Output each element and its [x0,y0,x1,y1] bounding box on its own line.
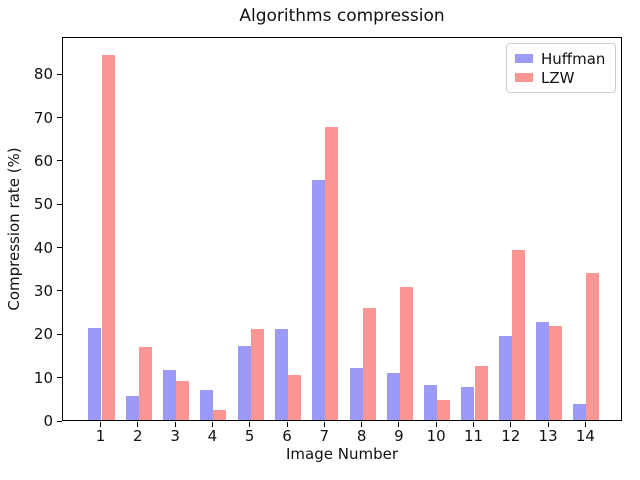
y-tick-mark [57,247,62,249]
bar-lzw-3 [176,380,190,420]
bar-lzw-11 [474,366,488,420]
x-tick-label: 13 [538,427,558,445]
y-tick-mark [57,333,62,335]
legend: Huffman LZW [506,43,616,93]
bar-huffman-8 [349,368,363,420]
x-tick-mark [249,422,251,427]
bar-huffman-14 [573,403,587,420]
bar-lzw-5 [250,329,264,420]
y-tick-label: 60 [33,151,53,170]
y-tick-mark [57,160,62,162]
bar-lzw-10 [437,400,451,420]
y-tick-mark [57,377,62,379]
bar-huffman-1 [88,328,102,420]
bar-lzw-4 [213,409,227,420]
y-tick-label: 80 [33,65,53,84]
bar-lzw-13 [549,326,563,420]
x-tick-mark [361,422,363,427]
x-tick-mark [100,422,101,427]
x-tick-mark [323,422,325,427]
x-tick-label: 14 [575,427,595,445]
y-tick-mark [57,117,62,119]
x-tick-mark [435,422,437,427]
bar-lzw-6 [288,374,302,420]
x-tick-label: 10 [426,427,446,445]
legend-label-huffman: Huffman [541,49,606,68]
bar-huffman-9 [386,373,400,420]
x-tick-mark [547,422,549,427]
x-tick-label: 12 [501,427,521,445]
x-tick-mark [174,422,176,427]
y-tick-label: 0 [43,412,53,430]
x-tick-mark [398,422,400,427]
x-tick-label: 1 [95,427,106,445]
legend-label-lzw: LZW [541,68,575,87]
bar-huffman-12 [498,336,512,420]
bar-huffman-2 [125,396,139,420]
chart-title: Algorithms compression [239,6,445,26]
x-axis-label: Image Number [285,445,398,463]
y-tick-mark [57,420,62,422]
x-tick-label: 9 [394,427,404,445]
x-tick-label: 5 [244,427,255,445]
bar-lzw-2 [138,347,152,420]
bar-huffman-10 [424,384,438,420]
x-tick-mark [510,422,512,427]
bar-huffman-13 [536,322,550,420]
bar-huffman-7 [312,179,326,420]
x-tick-mark [211,422,213,427]
bar-lzw-14 [586,273,600,420]
x-tick-label: 2 [133,427,143,445]
y-tick-label: 10 [33,368,53,387]
legend-swatch-huffman-icon [515,54,533,63]
bar-huffman-4 [200,390,214,420]
bar-huffman-5 [237,345,251,420]
bar-lzw-1 [101,55,115,420]
y-tick-label: 70 [33,108,53,127]
bar-huffman-6 [274,328,288,420]
x-tick-mark [137,422,139,427]
y-tick-mark [57,290,62,292]
legend-item-lzw: LZW [515,68,607,87]
bar-lzw-7 [325,127,339,420]
bar-huffman-3 [163,370,177,420]
x-tick-label: 8 [356,427,367,445]
plot-area [62,37,622,421]
bar-huffman-11 [461,387,475,420]
y-tick-label: 40 [33,238,53,257]
legend-item-huffman: Huffman [515,49,607,68]
x-tick-label: 6 [282,427,292,445]
legend-swatch-lzw-icon [515,73,533,82]
bar-lzw-12 [511,249,525,420]
y-tick-mark [57,73,62,75]
x-tick-mark [286,422,288,427]
x-tick-label: 4 [207,427,218,445]
y-tick-mark [57,203,62,205]
x-tick-label: 11 [463,427,484,445]
x-tick-mark [584,422,586,427]
x-tick-label: 7 [319,427,330,445]
bar-lzw-8 [362,308,376,420]
y-tick-label: 50 [33,195,53,214]
x-tick-label: 3 [170,427,180,445]
y-tick-label: 30 [33,281,53,300]
x-tick-mark [473,422,474,427]
bar-lzw-9 [399,287,413,420]
y-tick-label: 20 [33,325,53,344]
